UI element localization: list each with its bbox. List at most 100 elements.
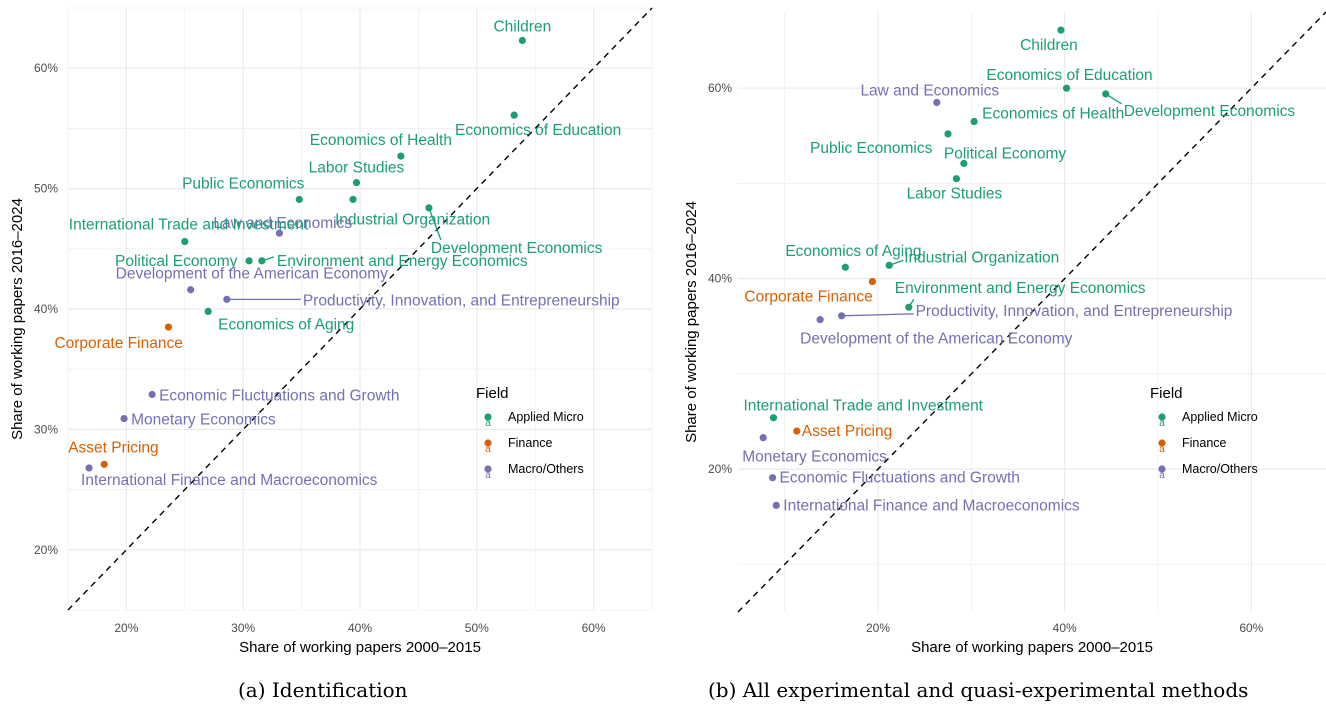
data-point: [793, 427, 801, 435]
legend-key-glyph: a: [1159, 418, 1165, 429]
x-tick-label: 20%: [114, 621, 138, 635]
point-label: Political Economy: [944, 145, 1067, 162]
legend-key-glyph: a: [1159, 470, 1165, 481]
point-label: International Finance and Macroeconomics: [783, 497, 1080, 514]
data-point: [245, 257, 253, 265]
legend-key-point: [1158, 465, 1166, 473]
panel-a-plot: 20% 30% 40% 50% 60% 20% 30% 40% 50% 60% Share of w…: [9, 7, 653, 656]
data-point: [759, 434, 767, 442]
point-label: Industrial Organization: [335, 211, 490, 228]
point-label: Public Economics: [810, 140, 933, 157]
data-point: [1057, 26, 1065, 34]
legend-key-point: [484, 439, 492, 447]
label-leader-line: [428, 207, 442, 241]
legend-key-glyph: a: [485, 418, 491, 429]
legend-key-point: [1158, 439, 1166, 447]
point-label: Economics of Education: [986, 67, 1152, 84]
data-point: [295, 195, 303, 204]
point-label: Economics of Education: [455, 122, 621, 139]
label-leader-line: [841, 313, 914, 317]
point-label: Children: [493, 19, 551, 36]
point-label: Public Economics: [182, 175, 305, 192]
point-label: Economic Fluctuations and Growth: [780, 470, 1020, 487]
data-point: [425, 204, 433, 212]
data-point: [769, 414, 778, 422]
point-label: Economics of Aging: [785, 243, 921, 260]
point-label: Economics of Health: [982, 106, 1124, 123]
point-label: Political Economy: [115, 253, 238, 270]
data-point: [933, 98, 941, 107]
point-label: Economic Fluctuations and Growth: [159, 387, 399, 404]
x-tick-label: 40%: [348, 621, 372, 635]
data-point: [258, 257, 266, 265]
point-label: Economics of Health: [310, 132, 452, 149]
point-label: Asset Pricing: [68, 439, 158, 456]
data-point: [397, 152, 405, 160]
point-label: Law and Economics: [213, 215, 352, 232]
diagonal-reference-line: [67, 7, 653, 611]
point-label: Environment and Energy Economics: [895, 280, 1146, 297]
point-label: Corporate Finance: [744, 289, 872, 306]
point-label: Corporate Finance: [54, 335, 182, 352]
legend-title: Field: [476, 385, 509, 402]
data-point: [885, 261, 893, 269]
legend-key-glyph: a: [485, 444, 491, 455]
data-point: [275, 229, 284, 237]
y-tick-label: 50%: [34, 182, 58, 196]
legend-key-point: [484, 413, 492, 421]
data-point: [970, 117, 978, 126]
data-point: [1062, 84, 1071, 92]
data-point: [905, 303, 913, 311]
point-label: Productivity, Innovation, and Entreprene…: [303, 292, 620, 309]
legend-key-glyph: a: [485, 470, 491, 481]
point-label: Asset Pricing: [802, 423, 892, 440]
y-tick-label: 40%: [708, 272, 732, 286]
data-point: [960, 159, 968, 168]
y-tick-label: 60%: [34, 61, 58, 75]
point-label: International Trade and Investment: [743, 398, 983, 415]
data-point: [518, 36, 526, 45]
panel-b-plot: 20% 40% 60% 20% 40% 60% Share of working paper…: [683, 11, 1326, 656]
data-point: [352, 178, 361, 187]
data-point: [841, 263, 849, 271]
x-tick-label: 30%: [231, 621, 255, 635]
data-point: [1102, 90, 1110, 98]
data-point: [204, 307, 212, 316]
data-point: [868, 277, 877, 286]
data-point: [510, 111, 518, 119]
data-point: [838, 312, 846, 320]
x-axis-title: Share of working papers 2000–2015: [239, 639, 481, 656]
y-tick-label: 20%: [708, 462, 732, 476]
y-tick-label: 30%: [34, 422, 58, 436]
point-label: Development Economics: [431, 240, 603, 257]
legend-entry-label: Macro/Others: [1182, 462, 1258, 476]
point-label: Children: [1020, 37, 1078, 54]
point-label: Labor Studies: [309, 160, 405, 177]
x-tick-label: 50%: [465, 621, 489, 635]
data-point: [187, 286, 195, 294]
legend-entry-label: Macro/Others: [508, 462, 584, 476]
data-point: [148, 390, 156, 399]
x-tick-label: 60%: [1239, 621, 1263, 635]
data-point: [816, 316, 824, 324]
x-tick-label: 20%: [866, 621, 890, 635]
point-label: International Trade and Investment: [69, 217, 309, 234]
legend-entry-label: Applied Micro: [1182, 410, 1258, 424]
y-axis-title: Share of working papers 2016–2024: [9, 198, 26, 440]
data-point: [100, 460, 108, 468]
data-point: [223, 295, 231, 303]
legend-entry-label: Finance: [508, 436, 553, 450]
caption-a: (a) Identification: [238, 678, 408, 702]
point-label: Law and Economics: [860, 82, 999, 99]
legend-key-glyph: a: [1159, 444, 1165, 455]
x-axis-title: Share of working papers 2000–2015: [911, 639, 1153, 656]
data-point: [85, 464, 93, 472]
point-label: Development Economics: [1124, 103, 1296, 120]
y-tick-label: 40%: [34, 302, 58, 316]
point-label: Environment and Energy Economics: [277, 253, 528, 270]
data-point: [349, 195, 357, 204]
y-tick-label: 20%: [34, 543, 58, 557]
legend-key-point: [484, 465, 492, 473]
y-axis-title: Share of working papers 2016–2024: [683, 201, 700, 443]
